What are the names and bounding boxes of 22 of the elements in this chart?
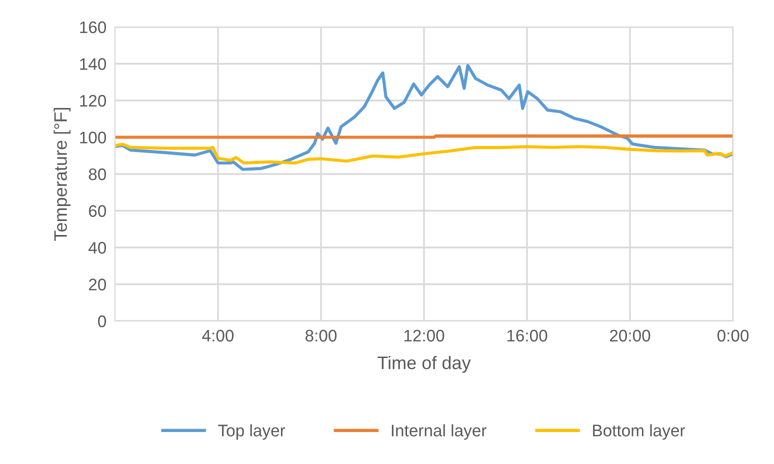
x-tick-label: 12:00 [404, 330, 444, 342]
y-tick-label: 120 [80, 94, 106, 107]
legend-label: Bottom layer [593, 424, 685, 440]
x-tick-label: 20:00 [610, 330, 650, 342]
line-series [115, 64, 733, 171]
y-tick-label: 60 [88, 205, 106, 217]
x-axis-title: Time of day [378, 356, 471, 373]
x-tick-label: 8:00 [306, 330, 337, 342]
y-tick-label: 100 [80, 132, 106, 144]
y-axis-title: Temperature [°F] [54, 108, 71, 241]
x-tick-label: 4:00 [202, 330, 234, 342]
x-tick-label: 0:00 [717, 330, 749, 342]
y-tick-label: 40 [88, 242, 106, 254]
y-tick-label: 0 [98, 315, 106, 328]
y-tick-label: 20 [88, 278, 106, 290]
y-tick-label: 160 [80, 21, 106, 34]
y-tick-label: 140 [80, 58, 106, 70]
y-tick-label: 80 [88, 168, 106, 180]
line-series [115, 142, 733, 165]
legend-label: Internal layer [392, 424, 486, 440]
legend-label: Top layer [218, 424, 286, 440]
x-tick-label: 16:00 [507, 330, 548, 342]
